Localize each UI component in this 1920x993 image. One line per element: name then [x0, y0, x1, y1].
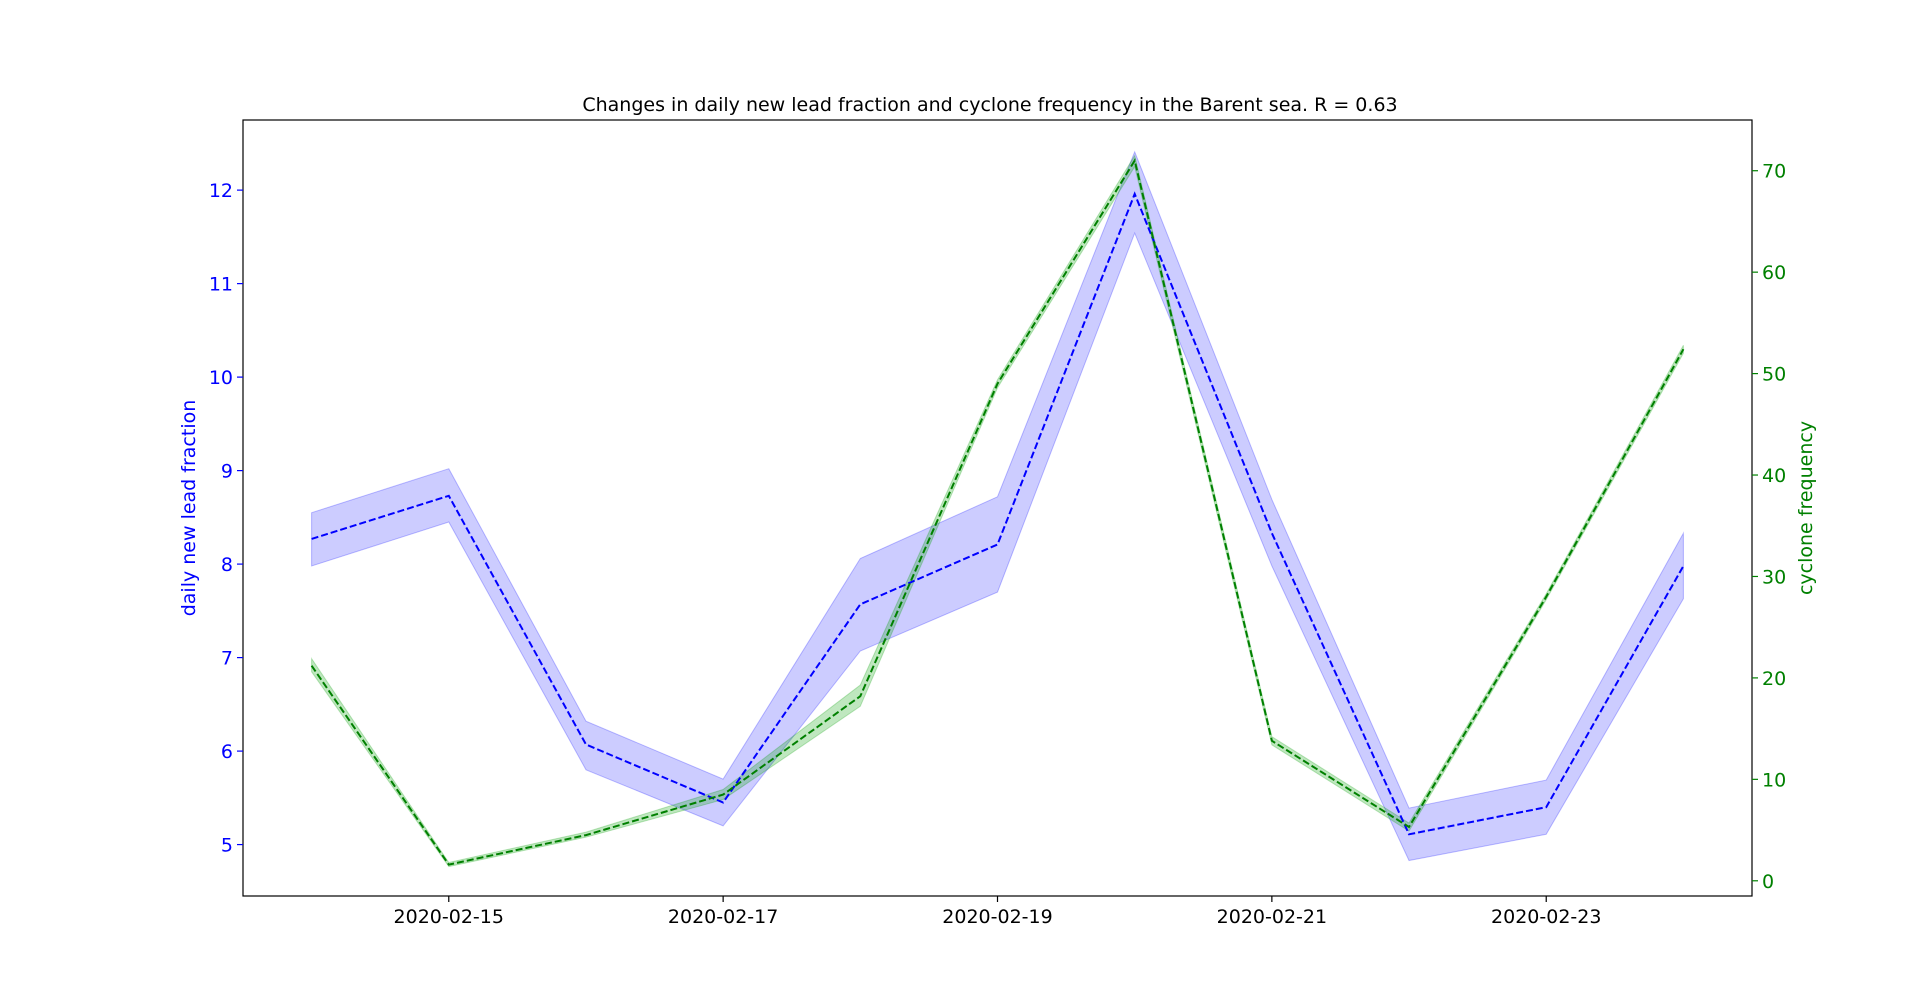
x-tick-label: 2020-02-19	[942, 906, 1052, 928]
x-tick-label: 2020-02-17	[668, 906, 778, 928]
series-1-line	[311, 191, 1685, 836]
right-y-tick-label: 70	[1762, 161, 1786, 183]
left-y-tick-label: 10	[209, 367, 233, 389]
x-axis: 2020-02-15 2020-02-17 2020-02-19 2020-02-21…	[394, 896, 1601, 928]
left-y-tick-label: 8	[221, 554, 233, 576]
confidence-bands	[311, 150, 1684, 868]
right-y-axis-label: cyclone frequency	[1795, 421, 1817, 595]
chart-title: Changes in daily new lead fraction and c…	[582, 94, 1397, 116]
right-y-tick-label: 30	[1762, 566, 1786, 588]
series-1-band	[311, 150, 1684, 862]
x-tick-label: 2020-02-23	[1491, 906, 1601, 928]
right-y-tick-label: 0	[1762, 871, 1774, 893]
left-y-axis-label: daily new lead fraction	[178, 400, 200, 617]
left-y-tick-label: 11	[209, 274, 233, 296]
x-tick-label: 2020-02-15	[394, 906, 504, 928]
series-2-band	[311, 154, 1684, 868]
left-y-tick-label: 12	[209, 180, 233, 202]
right-y-tick-label: 40	[1762, 465, 1786, 487]
right-y-tick-label: 60	[1762, 262, 1786, 284]
series-lines	[310, 158, 1685, 866]
right-y-tick-label: 10	[1762, 769, 1786, 791]
right-y-tick-label: 50	[1762, 364, 1786, 386]
right-y-tick-label: 20	[1762, 668, 1786, 690]
right-y-axis: 0 10 20 30 40 50 60 70	[1752, 161, 1786, 893]
left-y-tick-label: 6	[221, 741, 233, 763]
series-2-line	[310, 158, 1685, 866]
left-y-tick-label: 5	[221, 835, 233, 857]
x-tick-label: 2020-02-21	[1217, 906, 1327, 928]
left-y-axis: 5 6 7 8 9 10 11 12	[209, 180, 243, 857]
left-y-tick-label: 7	[221, 648, 233, 670]
left-y-tick-label: 9	[221, 461, 233, 483]
